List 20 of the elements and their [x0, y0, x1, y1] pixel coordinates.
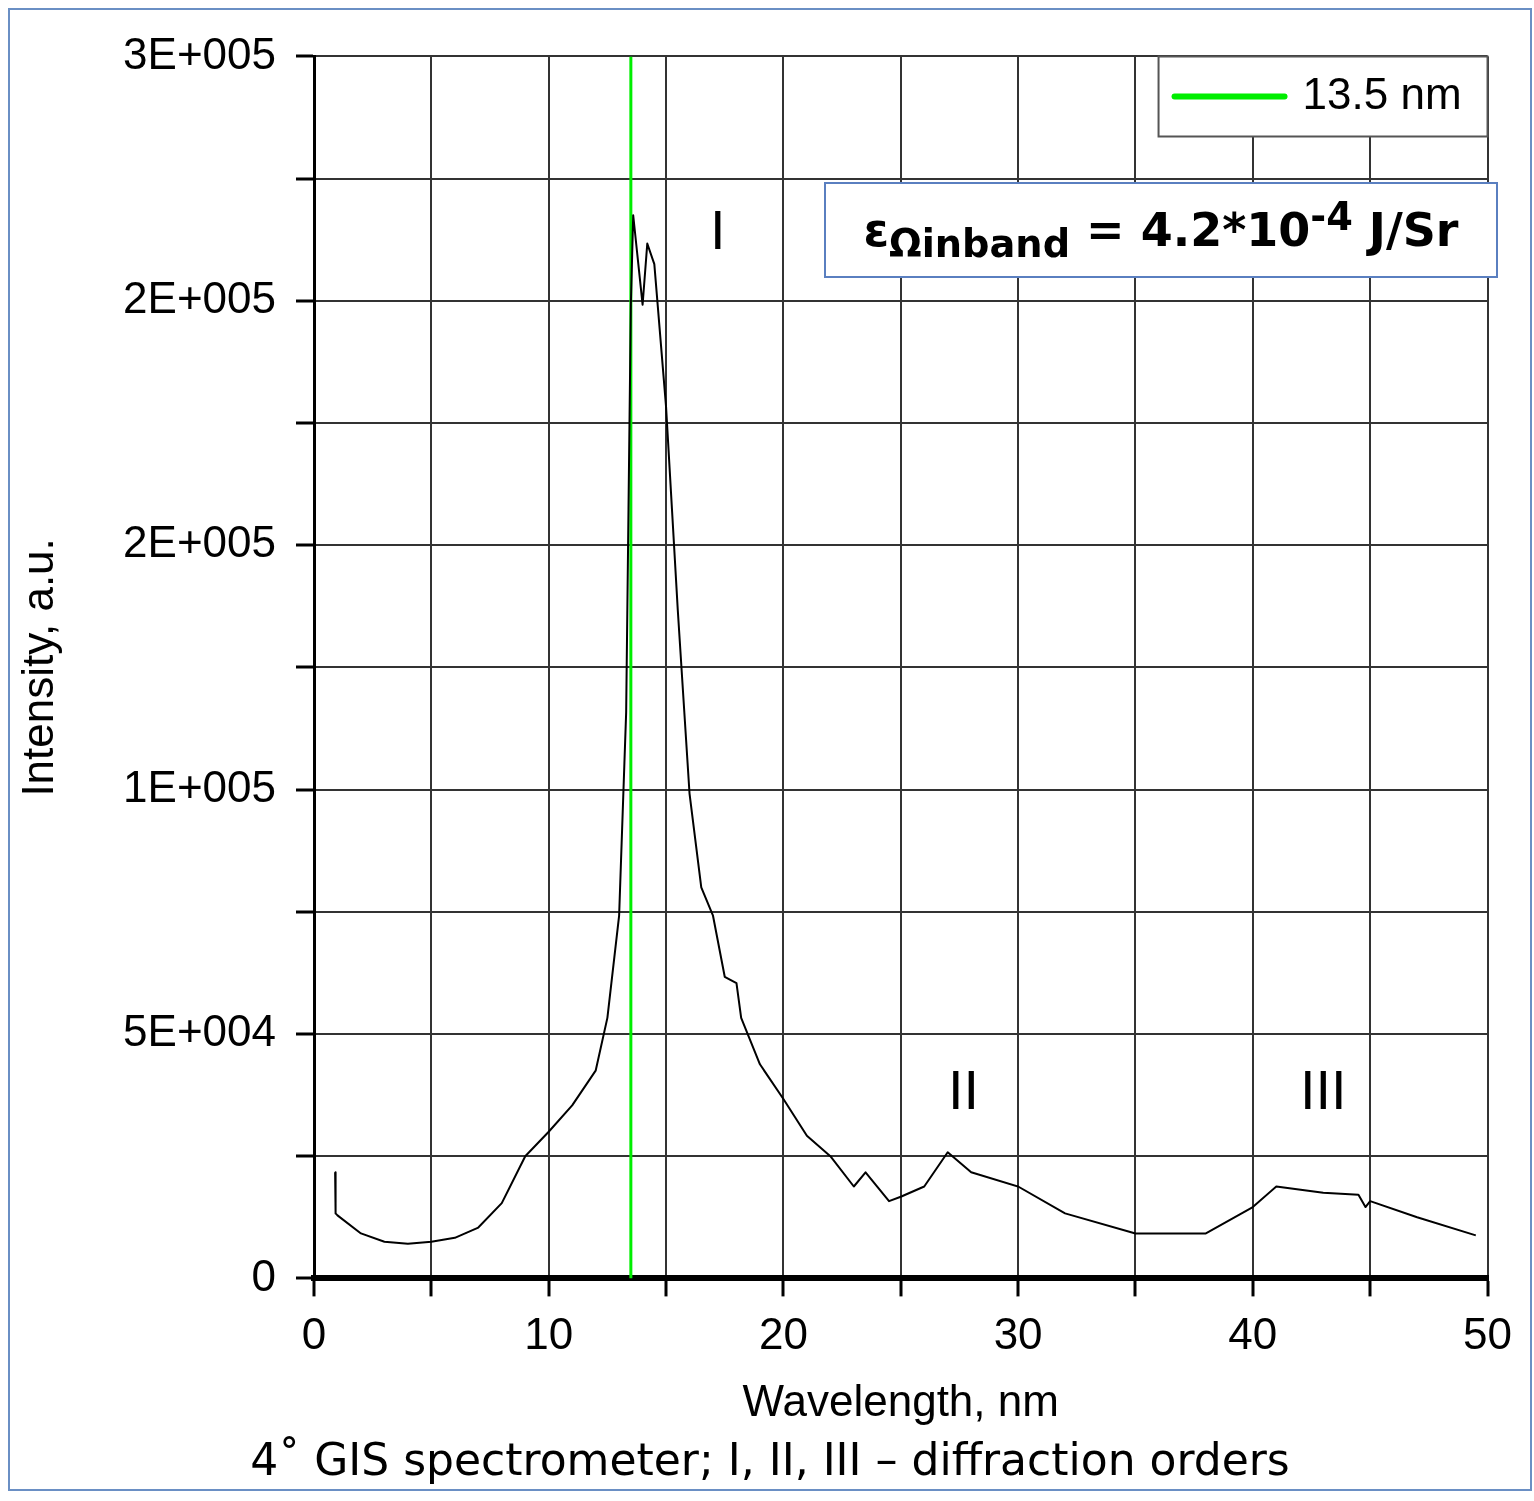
annotation: ε$_{Ωinband}$ = 4.2*10$^{-4}$ J/Sr	[863, 194, 1459, 266]
text: 4˚ GIS spectrometer; I, II, III – diffraction orders	[249, 1433, 1291, 1487]
y-tick-label: 1E+005	[123, 761, 276, 811]
x-tick-label: 0	[301, 1308, 327, 1358]
annotation: III	[1300, 1058, 1347, 1121]
annotation: II	[948, 1058, 980, 1121]
y-tick-label: 5E+004	[123, 1006, 276, 1056]
x-tick-label: 20	[758, 1308, 808, 1358]
x-tick-label: 40	[1228, 1308, 1278, 1358]
y-tick-label: 2E+005	[123, 272, 276, 322]
legend-label: 13.5 nm	[1302, 68, 1462, 118]
y-tick-label: 0	[251, 1250, 276, 1300]
x-tick-label: 30	[993, 1308, 1043, 1358]
annotation: I	[710, 198, 726, 261]
x-axis-title: Wavelength, nm	[742, 1375, 1059, 1425]
x-tick-label: 10	[524, 1308, 574, 1358]
y-axis-title: Intensity, a.u.	[12, 538, 62, 797]
x-tick-label: 50	[1463, 1308, 1513, 1358]
y-tick-label: 3E+005	[123, 28, 276, 78]
y-tick-label: 2E+005	[123, 517, 276, 567]
